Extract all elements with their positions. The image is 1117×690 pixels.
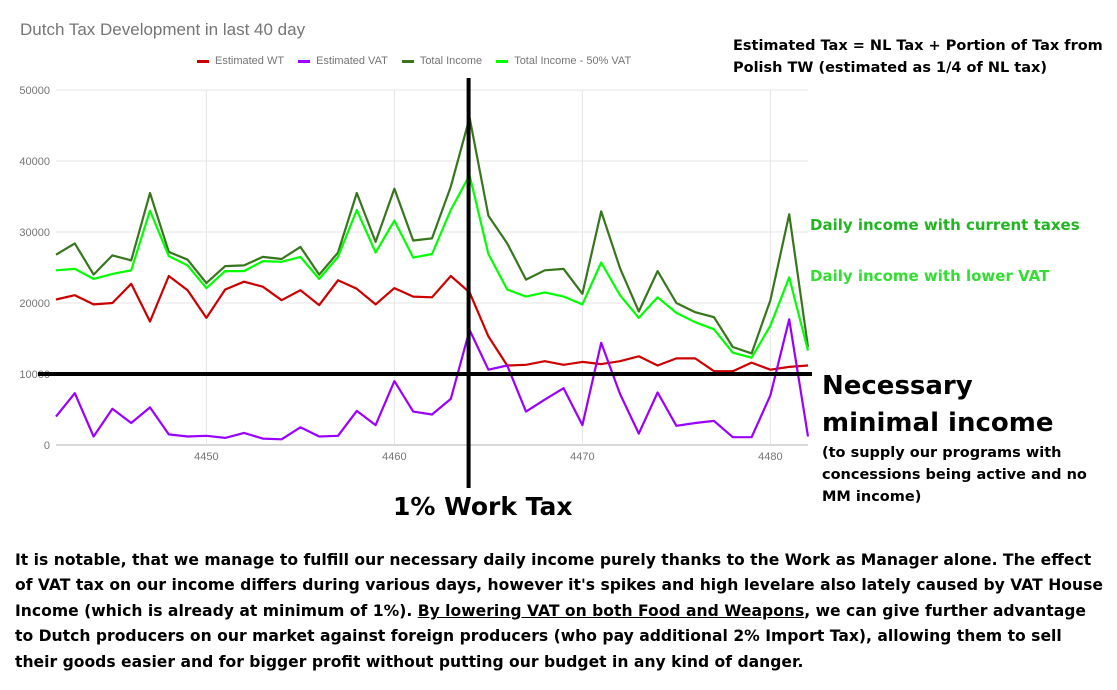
explanation-paragraph: It is notable, that we manage to fulfill… bbox=[15, 548, 1105, 675]
formula-line-2: Polish TW (estimated as 1/4 of NL tax) bbox=[733, 60, 1047, 76]
legend-label: Total Income - 50% VAT bbox=[514, 55, 632, 67]
x-tick-label: 4460 bbox=[382, 451, 406, 463]
chart-legend: Estimated WT Estimated VAT Total Income … bbox=[197, 55, 631, 67]
y-tick-label: 40000 bbox=[19, 156, 50, 168]
x-tick-label: 4470 bbox=[570, 451, 594, 463]
legend-label: Estimated WT bbox=[215, 55, 285, 67]
necessary-sub-1: (to supply our programs with bbox=[822, 445, 1062, 461]
formula-line-1: Estimated Tax = NL Tax + Portion of Tax … bbox=[733, 38, 1103, 54]
work-tax-label: 1% Work Tax bbox=[393, 492, 573, 521]
series-line-1 bbox=[55, 318, 810, 441]
necessary-income-title: Necessary minimal income bbox=[822, 368, 1062, 442]
y-tick-label: 30000 bbox=[19, 227, 50, 239]
necessary-sub-2: concessions being active and no bbox=[822, 467, 1087, 483]
series-line-0 bbox=[55, 274, 809, 373]
x-tick-label: 4450 bbox=[194, 451, 218, 463]
x-tick-label: 4480 bbox=[758, 451, 782, 463]
necessary-line-2: minimal income bbox=[822, 408, 1054, 438]
chart-title: Dutch Tax Development in last 40 day bbox=[20, 20, 306, 39]
legend-swatch bbox=[496, 59, 509, 63]
series-line-3 bbox=[55, 174, 810, 359]
legend-swatch bbox=[298, 59, 311, 63]
legend-swatch bbox=[197, 59, 209, 63]
paragraph-part-1: It is notable, that we manage to fulfill… bbox=[15, 551, 1103, 620]
legend-item-total-income-50-vat[interactable]: Total Income - 50% VAT bbox=[496, 55, 631, 67]
legend-item-estimated-wt[interactable]: Estimated WT bbox=[197, 55, 284, 67]
paragraph-part-2: , we can give further advantage to Dutch… bbox=[15, 601, 1087, 671]
formula-note: Estimated Tax = NL Tax + Portion of Tax … bbox=[733, 35, 1103, 79]
legend-item-estimated-vat[interactable]: Estimated VAT bbox=[298, 55, 388, 67]
necessary-income-subtitle: (to supply our programs with concessions… bbox=[822, 442, 1092, 508]
legend-swatch bbox=[401, 59, 414, 63]
series-lines bbox=[55, 116, 810, 441]
y-tick-label: 0 bbox=[44, 440, 50, 452]
paragraph-underlined: By lowering VAT on both Food and Weapons bbox=[417, 601, 805, 620]
legend-label: Total Income bbox=[419, 55, 483, 67]
lower-vat-note: Daily income with lower VAT bbox=[810, 267, 1050, 285]
grid-lines bbox=[56, 89, 808, 446]
y-tick-label: 50000 bbox=[19, 85, 50, 97]
series-line-2 bbox=[55, 116, 810, 355]
legend-label: Estimated VAT bbox=[316, 55, 388, 67]
y-tick-label: 20000 bbox=[19, 298, 50, 310]
current-taxes-note: Daily income with current taxes bbox=[810, 216, 1080, 234]
necessary-line-1: Necessary bbox=[822, 371, 973, 401]
legend-item-total-income[interactable]: Total Income bbox=[401, 55, 483, 67]
reference-markers bbox=[38, 78, 812, 488]
necessary-sub-3: MM income) bbox=[822, 489, 922, 505]
x-axis-ticks: 4450 4460 4470 4480 bbox=[194, 451, 782, 463]
